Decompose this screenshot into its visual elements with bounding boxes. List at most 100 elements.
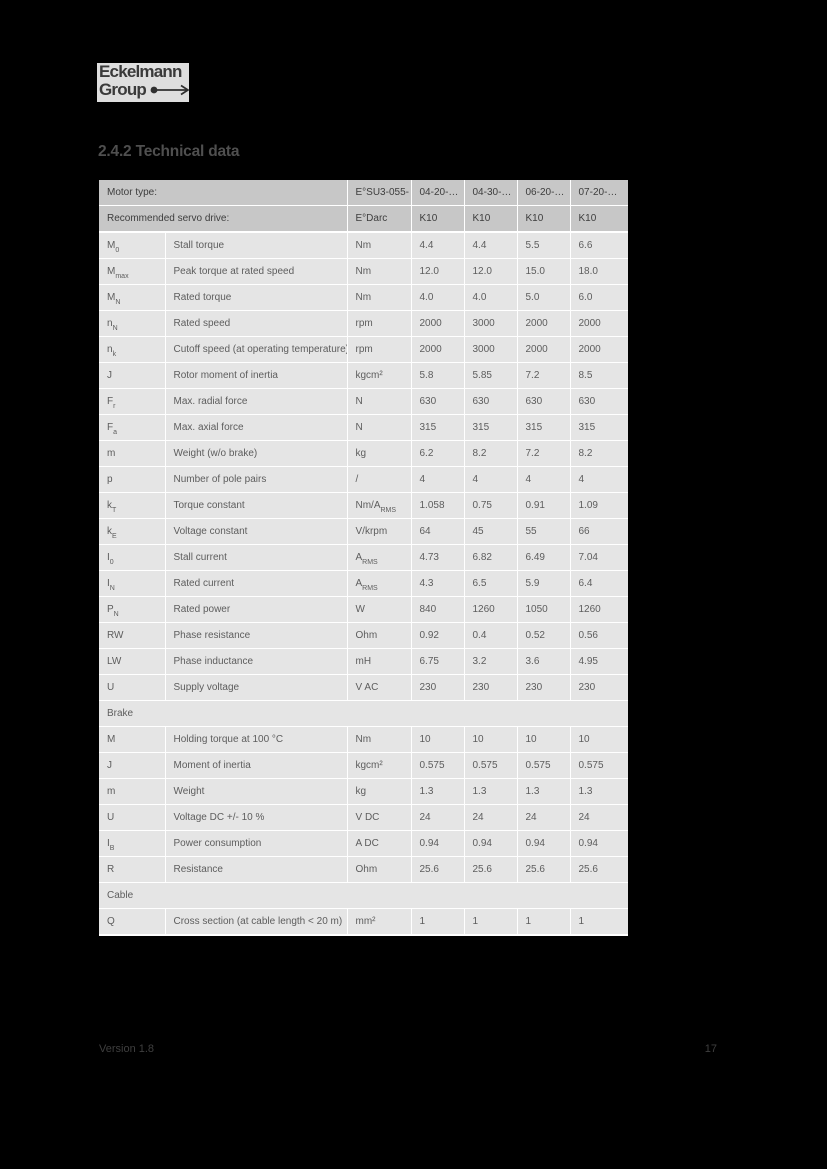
value-cell: 64 <box>411 518 465 545</box>
value-cell: 8.2 <box>570 440 628 467</box>
symbol-cell: J <box>99 362 166 389</box>
header-value-cell: 07-20-… <box>570 180 628 206</box>
header-value-cell: 04-20-… <box>411 180 465 206</box>
value-cell: 45 <box>464 518 518 545</box>
value-cell: 5.9 <box>517 570 571 597</box>
value-cell: 630 <box>411 388 465 415</box>
value-cell: 6.4 <box>570 570 628 597</box>
symbol-cell: Mmax <box>99 258 166 285</box>
value-cell: 4 <box>411 466 465 493</box>
symbol-cell: Fr <box>99 388 166 415</box>
unit-cell: Nm/ARMS <box>347 492 412 519</box>
value-cell: 840 <box>411 596 465 623</box>
value-cell: 1260 <box>464 596 518 623</box>
symbol-cell: R <box>99 856 166 883</box>
header-value-cell: K10 <box>464 205 518 233</box>
symbol-cell: IB <box>99 830 166 857</box>
description-cell: Phase resistance <box>165 622 348 649</box>
description-cell: Phase inductance <box>165 648 348 675</box>
unit-cell: mm² <box>347 908 412 936</box>
description-cell: Resistance <box>165 856 348 883</box>
unit-cell: kgcm² <box>347 752 412 779</box>
description-cell: Stall torque <box>165 232 348 259</box>
description-cell: Peak torque at rated speed <box>165 258 348 285</box>
value-cell: 6.82 <box>464 544 518 571</box>
section-label-cell: Cable <box>99 882 628 909</box>
symbol-cell: Q <box>99 908 166 936</box>
unit-cell: W <box>347 596 412 623</box>
value-cell: 24 <box>570 804 628 831</box>
value-cell: 315 <box>464 414 518 441</box>
unit-cell: ARMS <box>347 544 412 571</box>
unit-cell: kg <box>347 440 412 467</box>
symbol-cell: kE <box>99 518 166 545</box>
value-cell: 1.3 <box>570 778 628 805</box>
description-cell: Weight <box>165 778 348 805</box>
value-cell: 230 <box>464 674 518 701</box>
table-row: RW Phase resistance Ohm 0.92 0.4 0.52 0.56 <box>99 622 628 649</box>
section-label-cell: Brake <box>99 700 628 727</box>
value-cell: 4 <box>570 466 628 493</box>
description-cell: Voltage constant <box>165 518 348 545</box>
unit-cell: Nm <box>347 232 412 259</box>
value-cell: 18.0 <box>570 258 628 285</box>
symbol-cell: U <box>99 804 166 831</box>
unit-cell: V AC <box>347 674 412 701</box>
table-row: Q Cross section (at cable length < 20 m) m… <box>99 908 628 936</box>
symbol-cell: m <box>99 778 166 805</box>
table-row: kT Torque constant Nm/ARMS 1.058 0.75 0.91 1.0… <box>99 492 628 519</box>
description-cell: Rated torque <box>165 284 348 311</box>
unit-cell: / <box>347 466 412 493</box>
value-cell: 4.95 <box>570 648 628 675</box>
value-cell: 0.575 <box>570 752 628 779</box>
value-cell: 66 <box>570 518 628 545</box>
unit-cell: kg <box>347 778 412 805</box>
value-cell: 2000 <box>411 310 465 337</box>
unit-cell: Ohm <box>347 622 412 649</box>
table-row: p Number of pole pairs/4 4 4 4 <box>99 466 628 493</box>
symbol-cell: J <box>99 752 166 779</box>
symbol-cell: I0 <box>99 544 166 571</box>
symbol-cell: nN <box>99 310 166 337</box>
unit-cell: kgcm² <box>347 362 412 389</box>
table-row: J Moment of inertia kgcm² 0.575 0.575 0.575 0.… <box>99 752 628 779</box>
unit-cell: mH <box>347 648 412 675</box>
value-cell: 25.6 <box>570 856 628 883</box>
value-cell: 630 <box>517 388 571 415</box>
value-cell: 1 <box>570 908 628 936</box>
table-row: Mmax Peak torque at rated speed Nm 12.0 12.0… <box>99 258 628 285</box>
table-row: I0 Stall current ARMS 4.73 6.82 6.49 7.04 <box>99 544 628 571</box>
value-cell: 230 <box>570 674 628 701</box>
value-cell: 3000 <box>464 310 518 337</box>
footer-page-number: 17 <box>704 1043 717 1055</box>
description-cell: Supply voltage <box>165 674 348 701</box>
value-cell: 5.0 <box>517 284 571 311</box>
value-cell: 24 <box>464 804 518 831</box>
unit-cell: rpm <box>347 336 412 363</box>
value-cell: 1.058 <box>411 492 465 519</box>
unit-cell: V DC <box>347 804 412 831</box>
description-cell: Voltage DC +/- 10 % <box>165 804 348 831</box>
unit-cell: Nm <box>347 726 412 753</box>
value-cell: 12.0 <box>411 258 465 285</box>
description-cell: Max. radial force <box>165 388 348 415</box>
symbol-cell: LW <box>99 648 166 675</box>
table-row: MN Rated torque Nm 4.0 4.0 5.0 6.0 <box>99 284 628 311</box>
table-section-row: Brake <box>99 700 628 727</box>
table-row: U Supply voltage V AC 230 230 230 230 <box>99 674 628 701</box>
header-label-cell: Recommended servo drive: <box>99 205 348 233</box>
value-cell: 315 <box>570 414 628 441</box>
value-cell: 1.3 <box>517 778 571 805</box>
header-value-cell: 06-20-… <box>517 180 571 206</box>
value-cell: 4.3 <box>411 570 465 597</box>
symbol-cell: M0 <box>99 232 166 259</box>
value-cell: 1.3 <box>464 778 518 805</box>
value-cell: 0.94 <box>570 830 628 857</box>
value-cell: 5.5 <box>517 232 571 259</box>
table-row: IN Rated current ARMS 4.3 6.5 5.9 6.4 <box>99 570 628 597</box>
value-cell: 1.09 <box>570 492 628 519</box>
value-cell: 25.6 <box>464 856 518 883</box>
table-row: R Resistance Ohm 25.6 25.6 25.6 25.6 <box>99 856 628 883</box>
value-cell: 0.52 <box>517 622 571 649</box>
table-row: LW Phase inductance mH 6.75 3.2 3.6 4.95 <box>99 648 628 675</box>
